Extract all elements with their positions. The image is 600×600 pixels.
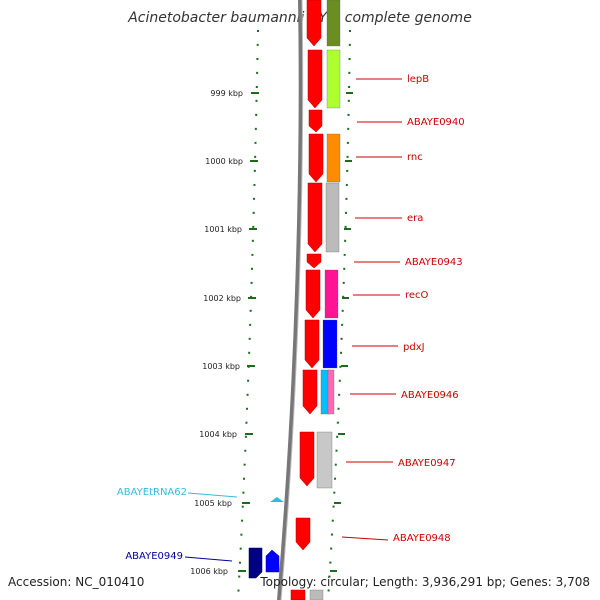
gene-arrow	[306, 0, 322, 47]
category-block	[326, 49, 341, 109]
scale-label-1001: 1001 kbp	[204, 225, 242, 234]
category-block	[327, 369, 335, 415]
scale-label-999: 999 kbp	[210, 89, 243, 98]
scale-label-1000: 1000 kbp	[205, 157, 243, 166]
genome-summary: Topology: circular; Length: 3,936,291 bp…	[260, 575, 590, 589]
forward-genes	[290, 0, 324, 600]
leader-lines	[341, 78, 402, 541]
leader-navy	[184, 556, 233, 562]
gene-label-abaye0949: ABAYE0949	[125, 551, 183, 562]
category-block	[326, 0, 341, 47]
category-blocks	[309, 0, 341, 600]
gene-label-pdxj: pdxJ	[403, 342, 425, 353]
gene-arrow	[295, 517, 311, 551]
scale-tick	[249, 228, 257, 230]
gene-arrow-blue	[265, 549, 280, 573]
gene-arrow	[308, 133, 324, 183]
gene-arrow	[305, 269, 321, 319]
scale-tick	[245, 433, 253, 435]
outer-dotted-ring	[237, 29, 259, 600]
leader-trna	[187, 492, 238, 498]
scale-tick	[238, 570, 246, 572]
gene-label-abaye0947: ABAYE0947	[398, 458, 456, 469]
reverse-genes	[248, 547, 280, 579]
gene-arrow	[306, 253, 322, 269]
scale-tick	[250, 160, 258, 162]
gene-arrow	[302, 369, 318, 415]
scale-label-1002: 1002 kbp	[203, 294, 241, 303]
accession: Accession: NC_010410	[8, 575, 145, 589]
gene-arrow	[307, 49, 323, 109]
gene-label-reco: recO	[405, 290, 429, 301]
category-block	[309, 589, 324, 600]
scale-tick	[248, 297, 256, 299]
scale-label-1005: 1005 kbp	[194, 499, 232, 508]
scale-label-1003: 1003 kbp	[202, 362, 240, 371]
gene-label-abaye0940: ABAYE0940	[407, 117, 465, 128]
gene-label-lepb: lepB	[407, 74, 429, 85]
category-block	[326, 133, 341, 183]
category-block	[322, 319, 338, 369]
scale-label-1004: 1004 kbp	[199, 430, 237, 439]
inner-ticks	[330, 92, 353, 572]
gene-arrow-navy	[248, 547, 263, 579]
gene-label-era: era	[407, 213, 423, 224]
category-block	[324, 269, 339, 319]
gene-arrow	[307, 182, 323, 253]
scale-tick	[242, 502, 250, 504]
gene-arrow	[299, 431, 315, 487]
scale-ticks	[238, 92, 259, 572]
gene-label-abaye0943: ABAYE0943	[405, 257, 463, 268]
gene-arrow	[304, 319, 320, 369]
gene-label-rnc: rnc	[407, 152, 423, 163]
category-block	[325, 182, 340, 253]
trna-marker	[270, 497, 284, 502]
gene-label-abaye0948: ABAYE0948	[393, 533, 451, 544]
gene-label-abayetrna62: ABAYEtRNA62	[117, 487, 187, 498]
genome-backbone	[277, 0, 303, 600]
gene-label-abaye0946: ABAYE0946	[401, 390, 459, 401]
scale-tick	[251, 92, 259, 94]
scale-label-1006: 1006 kbp	[190, 567, 228, 576]
scale-tick	[247, 365, 255, 367]
gene-arrow	[308, 109, 323, 133]
category-block	[316, 431, 333, 489]
gene-arrow	[290, 589, 306, 600]
category-block	[320, 369, 330, 415]
